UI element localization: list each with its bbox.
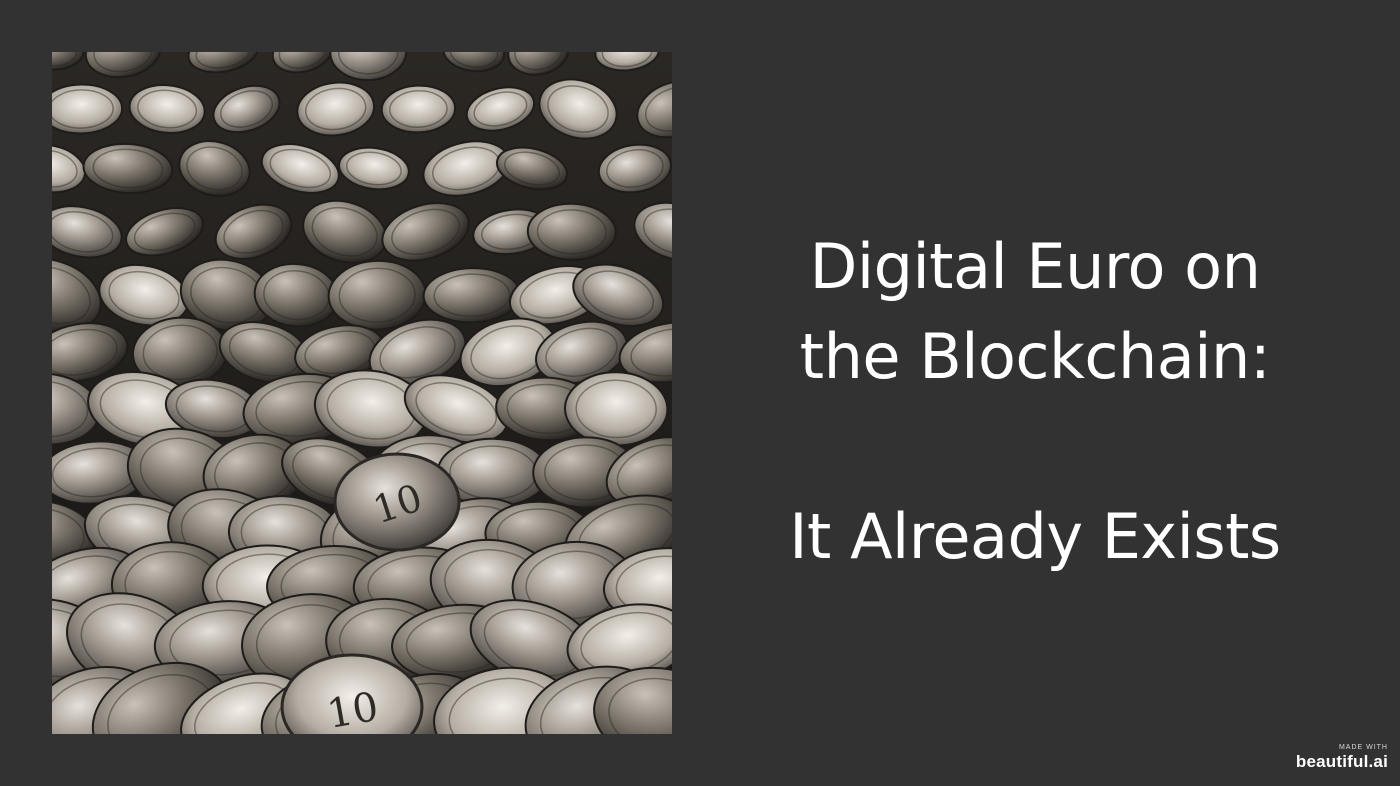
- coin: [618, 321, 672, 384]
- coin: [84, 52, 162, 79]
- coins-image: 10 10: [52, 52, 672, 734]
- coin-rim: [547, 85, 609, 133]
- coin: [82, 142, 174, 195]
- coin: [636, 79, 672, 139]
- coin: [271, 52, 334, 74]
- coin: [125, 207, 205, 257]
- coin: [128, 83, 206, 135]
- coin-10-mark-1: 10: [333, 452, 461, 552]
- coin-rim: [52, 507, 85, 562]
- coin-rim: [93, 52, 153, 73]
- coins-photo: 10 10: [52, 52, 672, 734]
- coin-rim: [142, 324, 218, 381]
- coin: [52, 322, 129, 383]
- coin: [178, 140, 251, 197]
- coin-rim: [608, 677, 672, 734]
- coin: [572, 263, 665, 327]
- coin-rim: [389, 90, 448, 128]
- coins-group: [52, 52, 672, 734]
- coin-rim: [278, 52, 327, 69]
- coin: [507, 52, 570, 76]
- coin: [52, 83, 124, 135]
- coin-rim: [630, 328, 672, 377]
- coin: [633, 201, 672, 262]
- coin-rim: [536, 209, 607, 255]
- coin-rim: [52, 211, 114, 253]
- coin-rim: [186, 146, 243, 191]
- coin-10-mark-2: 10: [280, 653, 424, 734]
- coin-rim: [545, 327, 618, 377]
- coin-label-2: 10: [324, 684, 382, 734]
- coin: [526, 202, 617, 261]
- coin-rim: [195, 52, 252, 69]
- coin: [442, 52, 506, 73]
- coin-rim: [449, 52, 499, 68]
- coin-rim: [52, 266, 91, 325]
- coin-rim: [108, 270, 180, 320]
- coin: [214, 203, 293, 260]
- coin-rim: [133, 212, 196, 252]
- coin-rim: [514, 52, 563, 71]
- coin-rim: [433, 273, 511, 318]
- title-line-1: Digital Euro on: [809, 230, 1261, 303]
- coin-rim: [311, 206, 378, 257]
- title-line-3: It Already Exists: [789, 500, 1281, 573]
- coin-rim: [337, 52, 399, 75]
- coin: [329, 52, 408, 82]
- coin-rim: [503, 151, 561, 186]
- coin: [296, 81, 376, 137]
- coin: [338, 146, 410, 191]
- coin-rim: [269, 148, 332, 189]
- coin-rim: [379, 326, 456, 379]
- coin: [594, 52, 660, 72]
- coin: [597, 143, 672, 194]
- coin: [187, 52, 260, 74]
- coin-rim: [616, 444, 672, 501]
- coin-rim: [52, 149, 78, 188]
- coin: [260, 143, 340, 194]
- coin-rim: [606, 149, 664, 188]
- coin-rim: [220, 90, 273, 128]
- coin-rim: [338, 267, 416, 323]
- coin: [52, 205, 123, 259]
- coin-rim: [391, 208, 461, 255]
- coin: [593, 666, 672, 734]
- made-with-badge[interactable]: MADE WITH beautiful.ai: [1296, 744, 1388, 772]
- coin: [564, 371, 669, 447]
- coin-rim: [345, 151, 402, 186]
- slide-title: Digital Euro on the Blockchain: It Alrea…: [720, 222, 1350, 582]
- coin-rim: [92, 148, 164, 189]
- coin: [538, 78, 618, 140]
- made-with-label: MADE WITH: [1338, 744, 1388, 751]
- coin-rim: [304, 87, 367, 131]
- coin-rim: [137, 89, 198, 129]
- coin-rim: [52, 328, 118, 376]
- brand-logo-text: beautiful.ai: [1295, 752, 1388, 771]
- coin: [381, 202, 470, 262]
- title-spacer: [720, 402, 1350, 492]
- coin-rim: [415, 381, 498, 436]
- coin: [495, 146, 569, 191]
- coin: [380, 84, 457, 134]
- coin-rim: [575, 379, 657, 439]
- coin-rim: [582, 270, 655, 320]
- coin: [465, 86, 536, 132]
- coin-rim: [473, 91, 528, 127]
- coin-rim: [642, 208, 672, 256]
- coin: [422, 267, 522, 324]
- coin: [52, 257, 102, 333]
- coin-rim: [223, 209, 284, 254]
- coin-rim: [52, 380, 89, 438]
- coin-rim: [52, 52, 78, 67]
- coin-rim: [601, 52, 653, 68]
- coin: [212, 84, 281, 134]
- title-line-2: the Blockchain:: [799, 320, 1271, 393]
- coin-rim: [644, 86, 672, 132]
- coin: [52, 52, 85, 71]
- coin-rim: [52, 89, 114, 129]
